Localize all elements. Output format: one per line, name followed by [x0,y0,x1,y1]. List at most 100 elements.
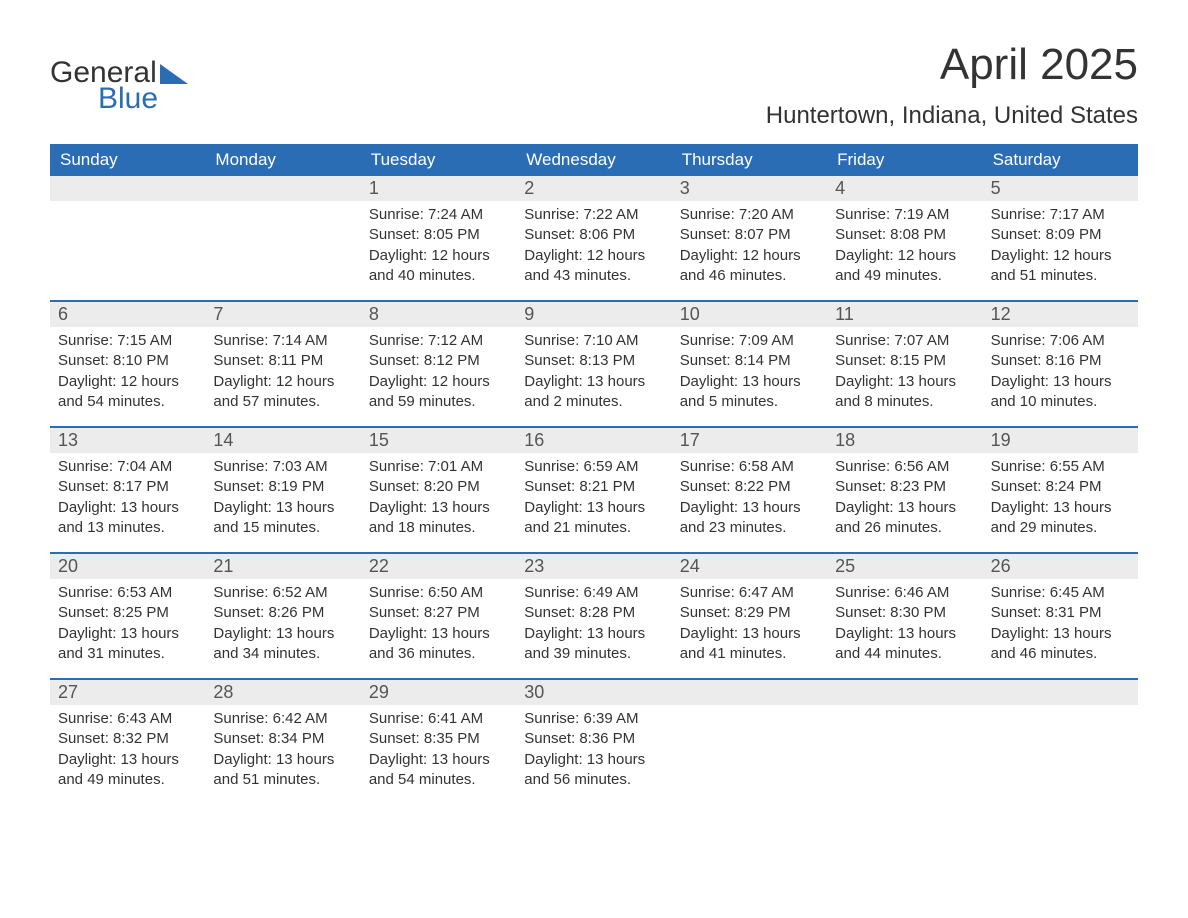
weekday-header: Wednesday [516,144,671,176]
day-cell: Sunrise: 6:45 AMSunset: 8:31 PMDaylight:… [983,579,1138,664]
daylight-text: Daylight: 12 hours and 51 minutes. [991,246,1130,287]
calendar-week: 13141516171819Sunrise: 7:04 AMSunset: 8:… [50,426,1138,538]
day-number: 4 [827,176,982,201]
sunrise-text: Sunrise: 6:55 AM [991,457,1130,477]
sunset-text: Sunset: 8:12 PM [369,351,508,371]
sunset-text: Sunset: 8:05 PM [369,225,508,245]
sunset-text: Sunset: 8:23 PM [835,477,974,497]
daylight-text: Daylight: 13 hours and 18 minutes. [369,498,508,539]
sunset-text: Sunset: 8:14 PM [680,351,819,371]
day-cell: Sunrise: 6:53 AMSunset: 8:25 PMDaylight:… [50,579,205,664]
daylight-text: Daylight: 13 hours and 15 minutes. [213,498,352,539]
sunset-text: Sunset: 8:06 PM [524,225,663,245]
sunrise-text: Sunrise: 7:09 AM [680,331,819,351]
sunrise-text: Sunrise: 6:42 AM [213,709,352,729]
day-number: 20 [50,554,205,579]
location-subtitle: Huntertown, Indiana, United States [766,102,1138,130]
day-number: 27 [50,680,205,705]
day-cell: Sunrise: 6:55 AMSunset: 8:24 PMDaylight:… [983,453,1138,538]
sunrise-text: Sunrise: 6:58 AM [680,457,819,477]
day-bodies-row: Sunrise: 6:43 AMSunset: 8:32 PMDaylight:… [50,705,1138,790]
sunrise-text: Sunrise: 7:01 AM [369,457,508,477]
daylight-text: Daylight: 13 hours and 5 minutes. [680,372,819,413]
daynum-row: 13141516171819 [50,428,1138,453]
day-number: 9 [516,302,671,327]
day-number: 25 [827,554,982,579]
sunrise-text: Sunrise: 6:59 AM [524,457,663,477]
day-number: 15 [361,428,516,453]
day-cell: Sunrise: 7:09 AMSunset: 8:14 PMDaylight:… [672,327,827,412]
day-cell [672,705,827,790]
day-cell: Sunrise: 7:12 AMSunset: 8:12 PMDaylight:… [361,327,516,412]
day-number: 24 [672,554,827,579]
day-number: 6 [50,302,205,327]
day-cell: Sunrise: 6:42 AMSunset: 8:34 PMDaylight:… [205,705,360,790]
day-number: 22 [361,554,516,579]
sunrise-text: Sunrise: 7:12 AM [369,331,508,351]
sunset-text: Sunset: 8:19 PM [213,477,352,497]
sunset-text: Sunset: 8:16 PM [991,351,1130,371]
calendar-week: 27282930Sunrise: 6:43 AMSunset: 8:32 PMD… [50,678,1138,790]
day-number: 16 [516,428,671,453]
day-bodies-row: Sunrise: 7:15 AMSunset: 8:10 PMDaylight:… [50,327,1138,412]
daynum-row: 12345 [50,176,1138,201]
sunset-text: Sunset: 8:25 PM [58,603,197,623]
daylight-text: Daylight: 13 hours and 26 minutes. [835,498,974,539]
sunrise-text: Sunrise: 6:53 AM [58,583,197,603]
day-number: 8 [361,302,516,327]
calendar-week: 6789101112Sunrise: 7:15 AMSunset: 8:10 P… [50,300,1138,412]
day-cell [205,201,360,286]
day-number: 3 [672,176,827,201]
sunrise-text: Sunrise: 7:10 AM [524,331,663,351]
daylight-text: Daylight: 13 hours and 51 minutes. [213,750,352,791]
day-number: 7 [205,302,360,327]
weekday-header: Sunday [50,144,205,176]
daynum-row: 27282930 [50,680,1138,705]
daynum-row: 20212223242526 [50,554,1138,579]
day-cell: Sunrise: 6:59 AMSunset: 8:21 PMDaylight:… [516,453,671,538]
daylight-text: Daylight: 13 hours and 29 minutes. [991,498,1130,539]
day-number: 14 [205,428,360,453]
sunrise-text: Sunrise: 7:14 AM [213,331,352,351]
day-bodies-row: Sunrise: 7:04 AMSunset: 8:17 PMDaylight:… [50,453,1138,538]
day-cell: Sunrise: 6:49 AMSunset: 8:28 PMDaylight:… [516,579,671,664]
sunrise-text: Sunrise: 6:50 AM [369,583,508,603]
day-cell: Sunrise: 7:03 AMSunset: 8:19 PMDaylight:… [205,453,360,538]
daylight-text: Daylight: 12 hours and 59 minutes. [369,372,508,413]
day-number: 2 [516,176,671,201]
sunset-text: Sunset: 8:13 PM [524,351,663,371]
daylight-text: Daylight: 13 hours and 21 minutes. [524,498,663,539]
day-cell: Sunrise: 6:56 AMSunset: 8:23 PMDaylight:… [827,453,982,538]
weekday-header-row: Sunday Monday Tuesday Wednesday Thursday… [50,144,1138,176]
daylight-text: Daylight: 13 hours and 13 minutes. [58,498,197,539]
day-number: 28 [205,680,360,705]
sunset-text: Sunset: 8:22 PM [680,477,819,497]
weekday-header: Thursday [672,144,827,176]
daylight-text: Daylight: 13 hours and 10 minutes. [991,372,1130,413]
sunrise-text: Sunrise: 6:45 AM [991,583,1130,603]
sunrise-text: Sunrise: 7:22 AM [524,205,663,225]
sunset-text: Sunset: 8:08 PM [835,225,974,245]
day-cell: Sunrise: 7:22 AMSunset: 8:06 PMDaylight:… [516,201,671,286]
day-cell [50,201,205,286]
sunset-text: Sunset: 8:24 PM [991,477,1130,497]
sunset-text: Sunset: 8:21 PM [524,477,663,497]
sunrise-text: Sunrise: 6:39 AM [524,709,663,729]
daylight-text: Daylight: 13 hours and 31 minutes. [58,624,197,665]
day-bodies-row: Sunrise: 6:53 AMSunset: 8:25 PMDaylight:… [50,579,1138,664]
sunrise-text: Sunrise: 7:06 AM [991,331,1130,351]
sunrise-text: Sunrise: 6:41 AM [369,709,508,729]
day-cell: Sunrise: 6:43 AMSunset: 8:32 PMDaylight:… [50,705,205,790]
day-cell: Sunrise: 6:39 AMSunset: 8:36 PMDaylight:… [516,705,671,790]
day-cell: Sunrise: 6:50 AMSunset: 8:27 PMDaylight:… [361,579,516,664]
daylight-text: Daylight: 12 hours and 49 minutes. [835,246,974,287]
day-bodies-row: Sunrise: 7:24 AMSunset: 8:05 PMDaylight:… [50,201,1138,286]
day-number: 17 [672,428,827,453]
day-cell: Sunrise: 6:47 AMSunset: 8:29 PMDaylight:… [672,579,827,664]
brand-logo: General Blue [50,40,188,116]
sunset-text: Sunset: 8:34 PM [213,729,352,749]
day-cell: Sunrise: 7:20 AMSunset: 8:07 PMDaylight:… [672,201,827,286]
day-cell: Sunrise: 7:14 AMSunset: 8:11 PMDaylight:… [205,327,360,412]
daylight-text: Daylight: 13 hours and 41 minutes. [680,624,819,665]
sunrise-text: Sunrise: 7:07 AM [835,331,974,351]
